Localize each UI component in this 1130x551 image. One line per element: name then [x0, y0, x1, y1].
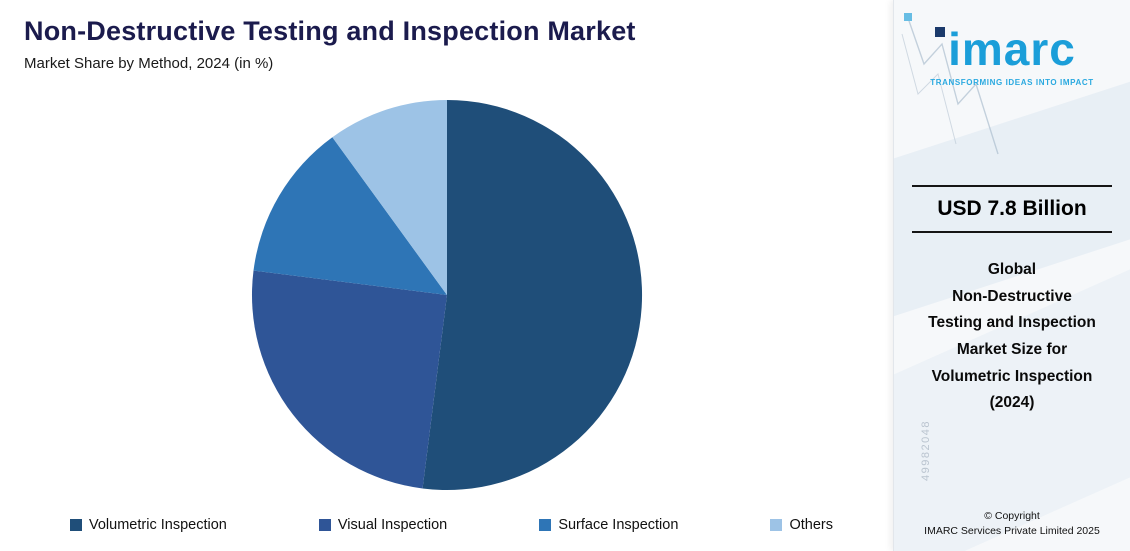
market-size-label-line: Global [987, 261, 1037, 278]
info-sidebar: 49982048 imarc TRANSFORMING IDEAS INTO I… [893, 0, 1130, 551]
pie-chart [251, 99, 642, 490]
legend-item: Volumetric Inspection [70, 517, 227, 533]
legend-label: Visual Inspection [337, 517, 448, 533]
legend-label: Volumetric Inspection [89, 517, 227, 533]
chart-area [0, 72, 893, 517]
chart-subtitle: Market Share by Method, 2024 (in %) [24, 55, 274, 72]
pie-slice-surface-inspection [253, 136, 447, 295]
pie-slice-visual-inspection [251, 270, 447, 488]
chart-panel: Non-Destructive Testing and Inspection M… [0, 0, 893, 551]
legend-item: Visual Inspection [318, 517, 448, 533]
market-size-label-line: Volumetric Inspection [931, 367, 1093, 385]
market-size-label-line: Non-Destructive [952, 287, 1072, 305]
legend-swatch-icon [70, 519, 82, 531]
market-size-value: USD 7.8 Billion [937, 197, 1087, 220]
imarc-logo-text: imarc [948, 23, 1076, 75]
pie-slice-others [331, 99, 447, 295]
legend-swatch-icon [770, 519, 783, 531]
digits-watermark: 49982048 [920, 420, 932, 481]
legend-swatch-icon [318, 519, 331, 531]
legend: Volumetric Inspection Visual Inspection Su… [0, 517, 893, 551]
market-size-label-line: Testing and Inspection [928, 314, 1096, 332]
legend-label: Surface Inspection [558, 517, 679, 533]
legend-swatch-icon [539, 519, 552, 531]
pie-slice-volumetric-inspection [422, 99, 642, 490]
chart-header: Non-Destructive Testing and Inspection M… [0, 0, 893, 72]
market-size-label: Global Non-Destructive Testing and Inspe… [928, 257, 1096, 417]
market-size-label-line: Market Size for [956, 340, 1068, 358]
chart-title: Non-Destructive Testing and Inspection M… [24, 16, 636, 46]
copyright-line1: © Copyright [984, 510, 1040, 522]
legend-item: Surface Inspection [539, 517, 678, 533]
imarc-logo-dot-icon [935, 27, 946, 37]
imarc-logo: imarc TRANSFORMING IDEAS INTO IMPACT [930, 26, 1093, 87]
imarc-tagline: TRANSFORMING IDEAS INTO IMPACT [930, 78, 1094, 87]
copyright: © Copyright IMARC Services Private Limit… [894, 510, 1130, 537]
legend-label: Others [789, 517, 833, 533]
copyright-line2: IMARC Services Private Limited 2025 [924, 525, 1100, 537]
market-size-label-line: (2024) [989, 394, 1035, 412]
legend-item: Others [770, 517, 833, 533]
market-size-stat: USD 7.8 Billion [912, 185, 1112, 233]
